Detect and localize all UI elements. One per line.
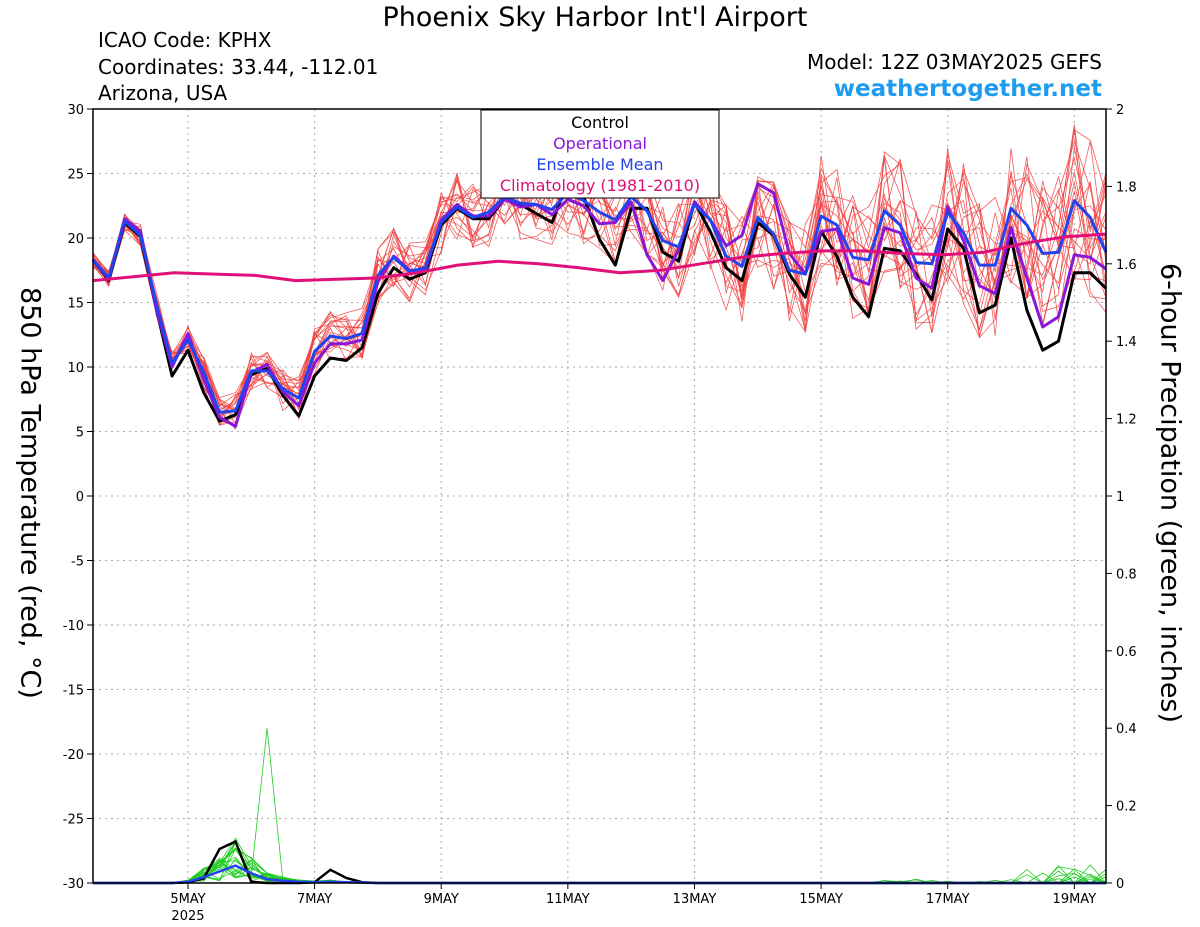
y-left-tick-label: 5 bbox=[76, 426, 84, 441]
series-lines bbox=[91, 179, 1108, 428]
x-tick-label: 11MAY bbox=[546, 892, 590, 907]
site-link[interactable]: weathertogether.net bbox=[833, 76, 1102, 102]
coordinates: Coordinates: 33.44, -112.01 bbox=[98, 55, 379, 79]
y-right-tick-label: 0.6 bbox=[1116, 645, 1137, 660]
y-left-tick-label: 30 bbox=[67, 103, 84, 118]
precip-lines bbox=[93, 728, 1107, 885]
icao-code: ICAO Code: KPHX bbox=[98, 28, 272, 52]
series-operational-line bbox=[91, 182, 1107, 428]
y-axis-right-label: 6-hour Precipation (green, inches) bbox=[1154, 262, 1186, 724]
y-left-tick-label: -10 bbox=[63, 619, 84, 634]
x-tick-label: 19MAY bbox=[1053, 892, 1097, 907]
chart-title: Phoenix Sky Harbor Int'l Airport bbox=[382, 2, 808, 33]
axes: 302520151050-5-10-15-20-25-3021.81.61.41… bbox=[63, 103, 1137, 924]
y-right-tick-label: 0.2 bbox=[1116, 800, 1137, 815]
y-left-tick-label: 0 bbox=[76, 490, 84, 505]
y-right-tick-label: 1.8 bbox=[1116, 180, 1137, 195]
series-climatology-line bbox=[92, 232, 1107, 283]
x-tick-label: 13MAY bbox=[673, 892, 717, 907]
y-left-tick-label: -20 bbox=[63, 748, 84, 763]
y-left-tick-label: 20 bbox=[67, 232, 84, 247]
y-right-tick-label: 0.4 bbox=[1116, 722, 1137, 737]
x-tick-sublabel: 2025 bbox=[171, 909, 204, 924]
x-tick-label: 7MAY bbox=[297, 892, 332, 907]
y-left-tick-label: 25 bbox=[67, 168, 84, 183]
y-left-tick-label: 15 bbox=[67, 297, 84, 312]
ensemble-member-line bbox=[92, 151, 1107, 426]
y-left-tick-label: 10 bbox=[67, 361, 84, 376]
y-right-tick-label: 1.4 bbox=[1116, 335, 1137, 350]
y-right-tick-label: 0 bbox=[1116, 877, 1124, 892]
series-ensemble-line bbox=[91, 191, 1108, 414]
legend-entry: Ensemble Mean bbox=[536, 155, 663, 174]
legend-entry: Operational bbox=[553, 134, 647, 153]
x-tick-label: 5MAY bbox=[170, 892, 205, 907]
x-tick-label: 17MAY bbox=[926, 892, 970, 907]
legend-entry: Climatology (1981-2010) bbox=[500, 176, 700, 195]
legend-entry: Control bbox=[571, 113, 629, 132]
legend-box bbox=[480, 109, 720, 199]
y-left-tick-label: -5 bbox=[71, 555, 84, 570]
y-right-tick-label: 2 bbox=[1116, 103, 1124, 118]
y-left-tick-label: -30 bbox=[63, 877, 84, 892]
y-right-tick-label: 1 bbox=[1116, 490, 1124, 505]
grid-lines bbox=[93, 109, 1106, 883]
y-right-tick-label: 0.8 bbox=[1116, 567, 1137, 582]
ensemble-member-line bbox=[92, 162, 1107, 411]
legend: Control Operational Ensemble Mean Climatolo… bbox=[480, 109, 720, 199]
precip-member-line bbox=[93, 728, 1107, 884]
location: Arizona, USA bbox=[98, 81, 228, 105]
x-tick-label: 15MAY bbox=[799, 892, 843, 907]
y-right-tick-label: 1.6 bbox=[1116, 258, 1137, 273]
model-run: Model: 12Z 03MAY2025 GEFS bbox=[807, 50, 1102, 74]
precip-control-line bbox=[93, 839, 1106, 885]
x-tick-label: 9MAY bbox=[424, 892, 459, 907]
y-left-tick-label: -25 bbox=[63, 813, 84, 828]
y-left-tick-label: -15 bbox=[63, 684, 84, 699]
y-axis-left-label: 850 hPa Temperature (red, °C) bbox=[14, 287, 46, 699]
ensemble-member-line bbox=[92, 161, 1107, 411]
y-right-tick-label: 1.2 bbox=[1116, 413, 1137, 428]
